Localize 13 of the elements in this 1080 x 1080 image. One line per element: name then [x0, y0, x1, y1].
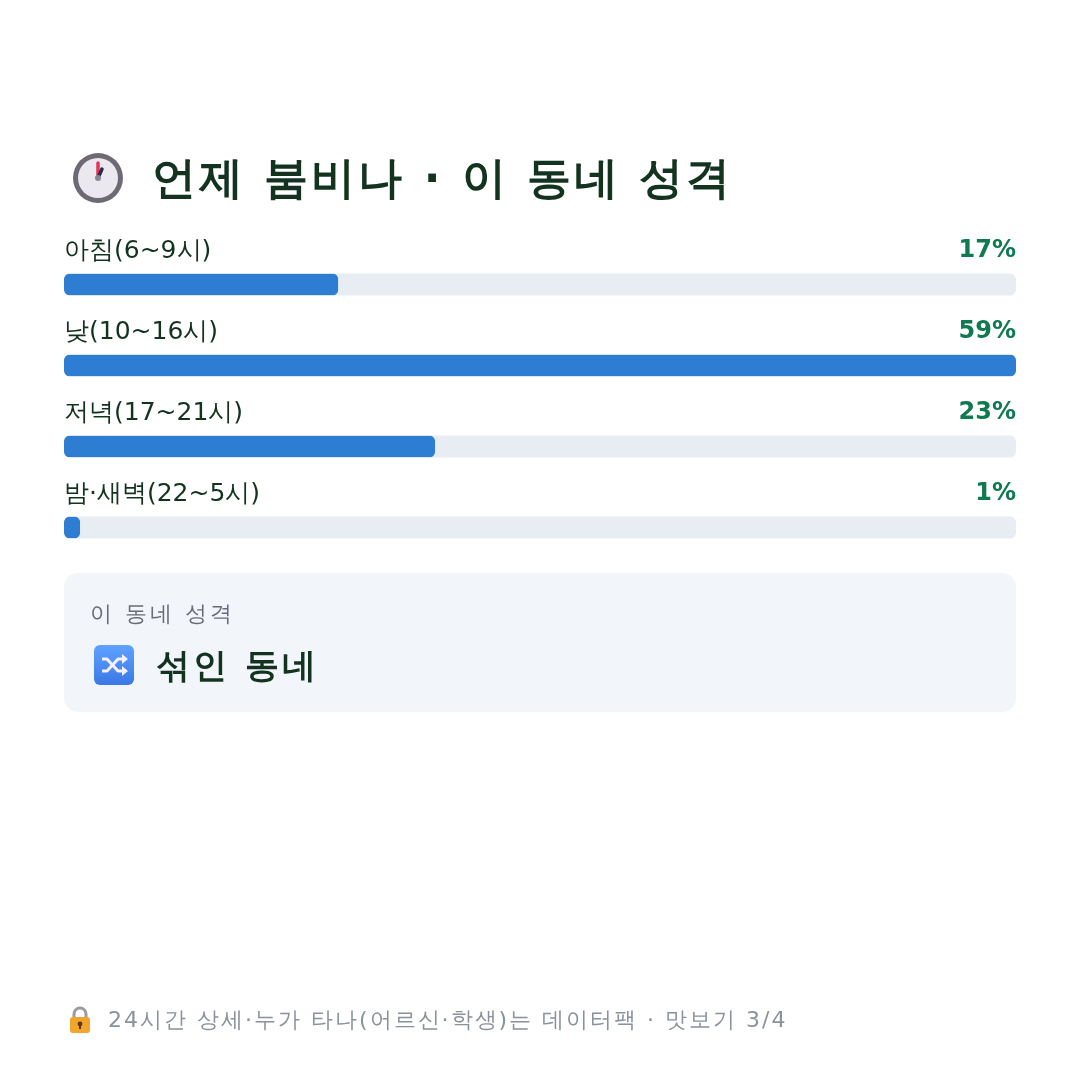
- data-label: 17%: [958, 234, 1016, 263]
- chart-title: 언제 붐비나 · 이 동네 성격: [152, 151, 734, 205]
- data-label: 1%: [975, 477, 1016, 506]
- category-label: 저녁(17~21시): [64, 396, 244, 426]
- category-label: 밤·새벽(22~5시): [64, 477, 261, 507]
- text: 섞인 동네: [156, 644, 319, 687]
- text: 이 동네 성격: [90, 600, 235, 628]
- data-label: 59%: [958, 315, 1016, 344]
- bar: [64, 273, 339, 296]
- category-label: 낮(10~16시): [64, 315, 219, 345]
- category-label: 아침(6~9시): [64, 234, 212, 264]
- text: 24시간 상세·누가 타나(어르신·학생)는 데이터팩 · 맛보기 3/4: [108, 1006, 788, 1034]
- data-label: 23%: [958, 396, 1016, 425]
